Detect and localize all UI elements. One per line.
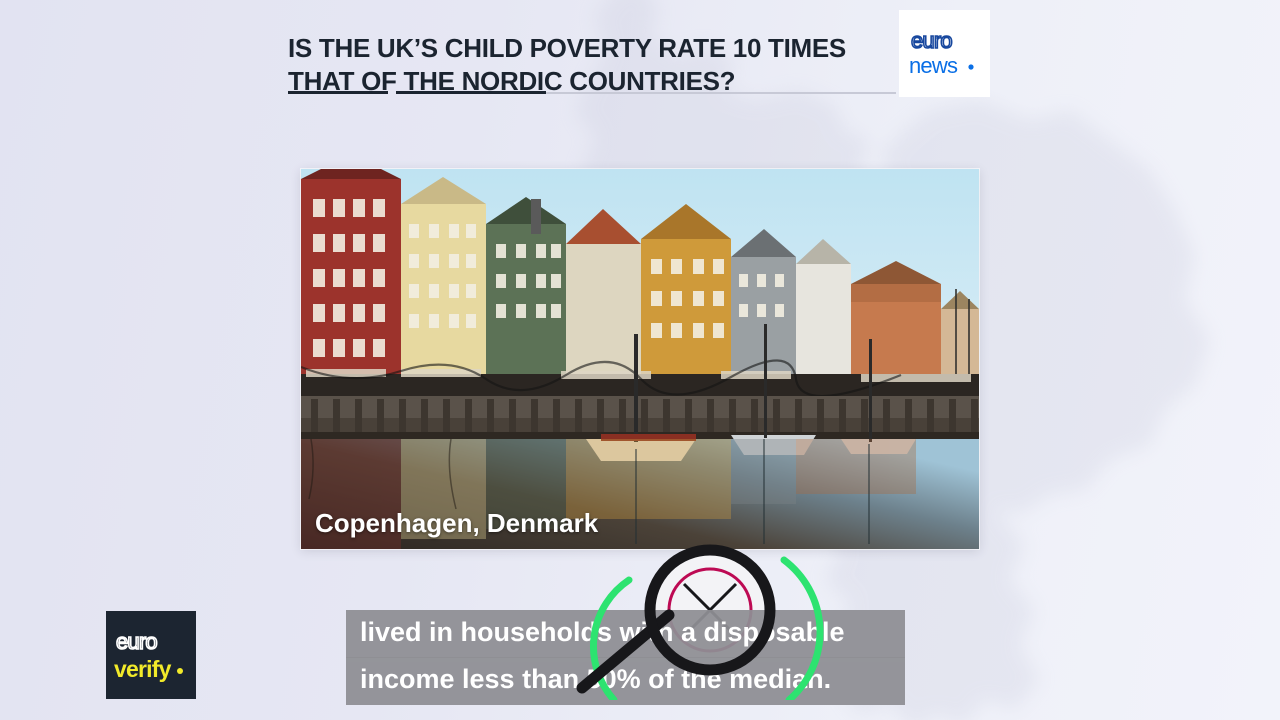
svg-text:news: news: [909, 53, 958, 78]
svg-text:euro: euro: [116, 629, 157, 654]
svg-text:euro: euro: [911, 28, 952, 53]
svg-text:verify: verify: [114, 656, 172, 682]
